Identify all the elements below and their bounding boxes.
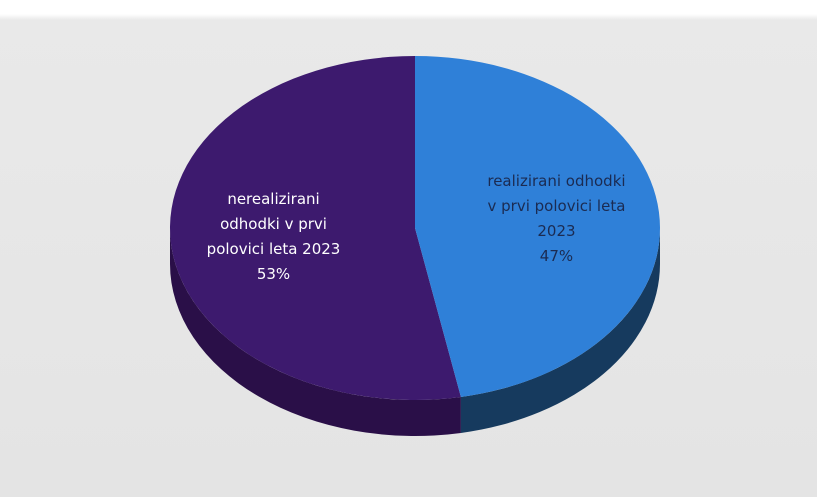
slice-label: realizirani odhodki v prvi polovici leta… [481,169,631,269]
slice-category: realizirani odhodki v prvi polovici leta… [487,171,626,240]
pie-slice [169,56,461,400]
slice-label: nerealizirani odhodki v prvi polovici le… [199,187,349,287]
slice-value: 53% [256,265,291,284]
slice-value: 47% [539,246,574,265]
pie-slice [415,56,660,397]
pie-side [170,228,461,436]
slice-category: nerealizirani odhodki v prvi polovici le… [206,190,341,259]
pie-side [460,228,660,433]
